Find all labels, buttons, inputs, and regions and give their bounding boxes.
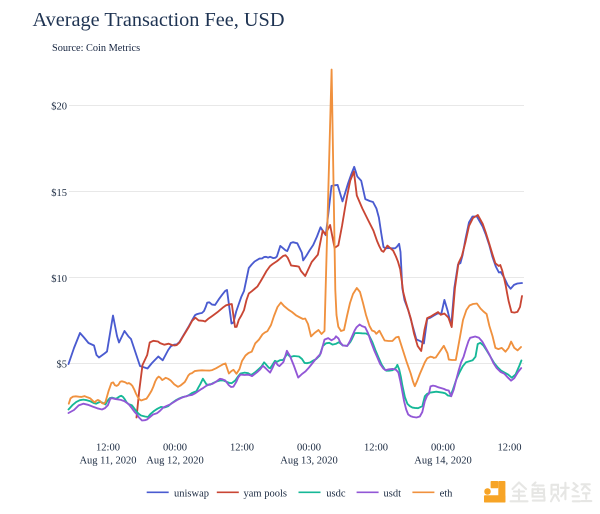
- svg-text:$5: $5: [57, 360, 68, 371]
- svg-text:12:00: 12:00: [498, 443, 522, 454]
- svg-text:eth: eth: [440, 488, 454, 499]
- svg-text:12:00: 12:00: [364, 443, 388, 454]
- svg-text:12:00: 12:00: [230, 443, 254, 454]
- svg-text:12:00: 12:00: [96, 443, 120, 454]
- svg-text:Aug 14, 2020: Aug 14, 2020: [414, 456, 471, 467]
- svg-text:Aug 13, 2020: Aug 13, 2020: [280, 456, 337, 467]
- svg-text:00:00: 00:00: [431, 443, 455, 454]
- svg-text:usdc: usdc: [326, 488, 346, 499]
- svg-text:uniswap: uniswap: [174, 488, 209, 499]
- svg-text:$10: $10: [51, 274, 67, 285]
- svg-text:00:00: 00:00: [297, 443, 321, 454]
- svg-text:Average Transaction Fee, USD: Average Transaction Fee, USD: [33, 9, 285, 31]
- svg-text:yam pools: yam pools: [244, 488, 287, 499]
- svg-text:Aug 12, 2020: Aug 12, 2020: [146, 456, 203, 467]
- svg-text:$20: $20: [51, 101, 67, 112]
- svg-text:usdt: usdt: [384, 488, 402, 499]
- svg-text:Source: Coin Metrics: Source: Coin Metrics: [52, 43, 140, 54]
- svg-text:Aug 11, 2020: Aug 11, 2020: [79, 456, 136, 467]
- svg-text:00:00: 00:00: [163, 443, 187, 454]
- svg-text:$15: $15: [51, 188, 67, 199]
